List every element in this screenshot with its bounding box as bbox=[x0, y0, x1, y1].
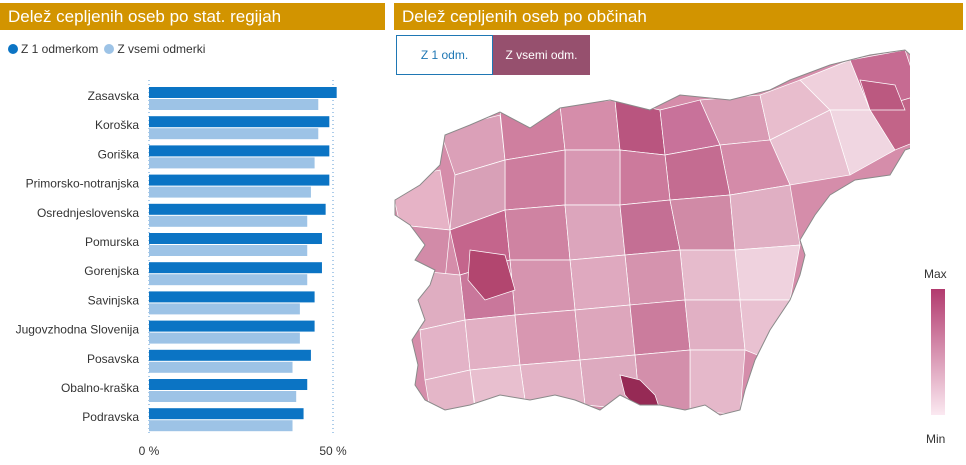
bar-one-dose[interactable] bbox=[149, 145, 330, 157]
legend-label-all-doses: Z vsemi odmerki bbox=[117, 42, 206, 56]
bar-all-doses[interactable] bbox=[149, 361, 293, 373]
category-label: Osrednjeslovenska bbox=[37, 206, 139, 220]
slovenia-outline bbox=[394, 49, 910, 416]
bar-one-dose[interactable] bbox=[149, 379, 308, 390]
color-scale-gradient bbox=[931, 289, 945, 415]
legend-swatch-all-doses bbox=[104, 44, 115, 54]
category-label: Primorsko-notranjska bbox=[26, 177, 140, 191]
category-label: Jugovzhodna Slovenija bbox=[16, 323, 140, 337]
category-label: Gorenjska bbox=[84, 264, 139, 278]
legend-swatch-one-dose bbox=[8, 44, 18, 54]
municipality-choropleth-map[interactable] bbox=[380, 40, 910, 425]
category-label: Koroška bbox=[95, 118, 139, 132]
bar-all-doses[interactable] bbox=[149, 215, 308, 227]
bar-all-doses[interactable] bbox=[149, 186, 311, 198]
municipality-cells[interactable] bbox=[380, 40, 910, 425]
all-doses-toggle-button[interactable]: Z vsemi odm. bbox=[493, 35, 590, 75]
bar-one-dose[interactable] bbox=[149, 408, 304, 420]
bar-all-doses[interactable] bbox=[149, 274, 308, 286]
bar-one-dose[interactable] bbox=[149, 320, 315, 332]
legend-item-one-dose[interactable]: Z 1 odmerkom bbox=[8, 42, 98, 56]
bar-all-doses[interactable] bbox=[149, 303, 300, 315]
bar-one-dose[interactable] bbox=[149, 233, 322, 244]
bar-all-doses[interactable] bbox=[149, 99, 319, 110]
legend-item-all-doses[interactable]: Z vsemi odmerki bbox=[104, 42, 205, 56]
bar-one-dose[interactable] bbox=[149, 262, 322, 274]
category-label: Pomurska bbox=[85, 235, 139, 249]
bar-all-doses[interactable] bbox=[149, 332, 300, 344]
bar-one-dose[interactable] bbox=[149, 87, 337, 98]
municipalities-panel-title: Delež cepljenih oseb po občinah bbox=[394, 3, 963, 30]
regions-panel-title: Delež cepljenih oseb po stat. regijah bbox=[0, 3, 385, 30]
x-tick-label: 50 % bbox=[319, 444, 347, 458]
category-label: Savinjska bbox=[88, 293, 140, 307]
bar-one-dose[interactable] bbox=[149, 203, 326, 215]
category-label: Zasavska bbox=[88, 89, 140, 103]
region-bar-chart: Zasavska Koroška Goriška Primorsko-notranjs… bbox=[16, 80, 347, 458]
category-label: Podravska bbox=[82, 410, 139, 424]
bar-one-dose[interactable] bbox=[149, 291, 315, 303]
bar-all-doses[interactable] bbox=[149, 391, 297, 402]
bar-all-doses[interactable] bbox=[149, 157, 315, 169]
chart-legend: Z 1 odmerkom Z vsemi odmerki bbox=[8, 42, 211, 56]
legend-label-one-dose: Z 1 odmerkom bbox=[21, 42, 99, 56]
category-label: Posavska bbox=[87, 352, 139, 366]
color-scale-max-label: Max bbox=[924, 267, 947, 281]
category-label: Obalno-kraška bbox=[61, 381, 139, 395]
category-label: Goriška bbox=[98, 147, 140, 161]
bar-all-doses[interactable] bbox=[149, 245, 308, 256]
one-dose-toggle-button[interactable]: Z 1 odm. bbox=[396, 35, 493, 75]
bar-one-dose[interactable] bbox=[149, 174, 330, 186]
bar-one-dose[interactable] bbox=[149, 349, 311, 361]
bar-one-dose[interactable] bbox=[149, 116, 330, 128]
bar-all-doses[interactable] bbox=[149, 128, 319, 140]
x-tick-label: 0 % bbox=[139, 444, 160, 458]
color-scale-min-label: Min bbox=[926, 432, 946, 446]
bar-all-doses[interactable] bbox=[149, 420, 293, 432]
